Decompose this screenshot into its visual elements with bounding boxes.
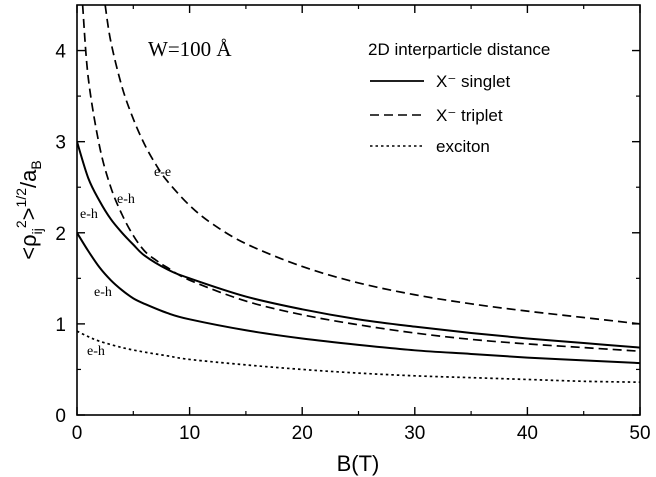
x-tick-label: 30 [404, 423, 425, 444]
y-tick-label: 1 [55, 315, 66, 336]
annotation-text: W=100 Å [148, 37, 232, 61]
series-line-solid-e-h [77, 232, 640, 365]
curve-label: e-h [87, 344, 105, 359]
x-tick-label: 20 [292, 423, 313, 444]
curve-label: e-h [94, 285, 112, 300]
x-tick-label: 10 [179, 423, 200, 444]
x-tick-label: 0 [72, 423, 83, 444]
curve-labels: e-h e-h e-e e-h e-h [80, 165, 171, 359]
y-tick-label: 0 [55, 406, 66, 427]
x-tick-label: 40 [517, 423, 538, 444]
series-line-dashed-e-e [104, 5, 640, 325]
legend-title: 2D interparticle distance [368, 40, 550, 59]
legend-label-singlet: X⁻ singlet [436, 72, 510, 91]
legend: 2D interparticle distance X⁻ singlet X⁻ … [368, 40, 550, 156]
legend-label-triplet: X⁻ triplet [436, 106, 503, 125]
curve-label: e-h [117, 192, 135, 207]
curve-label: e-e [154, 165, 171, 180]
curve-label: e-h [80, 207, 98, 222]
x-tick-label: 50 [629, 423, 650, 444]
series-layer [77, 5, 640, 384]
series-line-solid-e-e [77, 141, 640, 349]
series-line-dotted-e-h [77, 330, 640, 384]
legend-label-exciton: exciton [436, 137, 490, 156]
y-tick-label: 2 [55, 224, 66, 245]
plot-frame [76, 4, 641, 416]
y-tick-label: 4 [55, 42, 66, 63]
series-line-dashed-e-h [81, 5, 640, 353]
y-axis-title: <ρij2>1/2/aB [13, 160, 45, 259]
y-tick-label: 3 [55, 133, 66, 154]
x-axis-title: B(T) [337, 451, 380, 476]
axis-ticks: 0 10 20 30 40 50 0 1 2 3 4 [55, 5, 651, 444]
